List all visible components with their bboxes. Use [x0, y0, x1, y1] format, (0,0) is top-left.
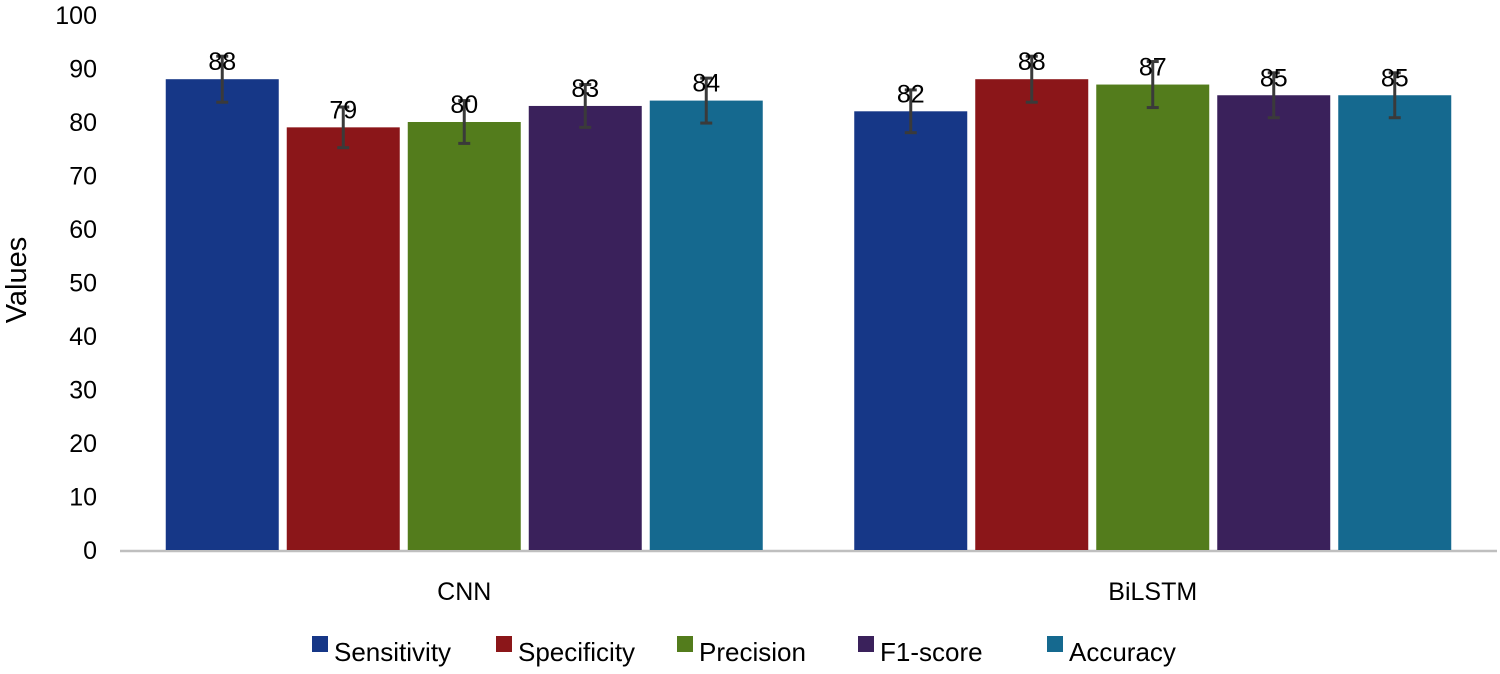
y-tick-label: 10	[69, 484, 97, 512]
bar-f1-score-cnn	[528, 105, 642, 550]
data-label-accuracy-cnn: 84	[692, 70, 720, 98]
bar-specificity-cnn	[286, 127, 400, 550]
error-bar-layer	[216, 54, 1401, 150]
bar-accuracy-cnn	[649, 100, 763, 550]
x-category-label-cnn: CNN	[437, 578, 491, 606]
legend-swatch-specificity	[496, 636, 512, 652]
y-tick-label: 40	[69, 323, 97, 351]
legend-item-accuracy: Accuracy	[1047, 636, 1176, 667]
error-bar-accuracy-bilstm	[1388, 71, 1401, 120]
error-bar-f1-score-cnn	[579, 83, 592, 129]
y-tick-label: 0	[83, 537, 97, 565]
bar-sensitivity-bilstm	[854, 111, 968, 551]
bar-f1-score-bilstm	[1217, 95, 1331, 550]
legend-label-precision: Precision	[699, 637, 806, 667]
legend-label-sensitivity: Sensitivity	[334, 637, 451, 667]
legend-label-specificity: Specificity	[518, 637, 635, 667]
legend-item-sensitivity: Sensitivity	[312, 636, 451, 667]
y-tick-label: 60	[69, 216, 97, 244]
bar-accuracy-bilstm	[1338, 95, 1452, 550]
y-tick-label: 50	[69, 270, 97, 298]
legend-swatch-sensitivity	[312, 636, 328, 652]
legend-item-f1-score: F1-score	[858, 636, 983, 667]
data-label-f1-score-cnn: 83	[571, 75, 599, 103]
y-tick-label: 90	[69, 56, 97, 84]
bar-sensitivity-cnn	[165, 79, 279, 550]
bar-specificity-bilstm	[975, 79, 1089, 550]
error-bar-sensitivity-bilstm	[904, 88, 917, 135]
y-axis-title: Values	[1, 237, 33, 324]
data-label-f1-score-bilstm: 85	[1260, 64, 1288, 92]
error-bar-precision-cnn	[458, 99, 471, 145]
error-bar-specificity-cnn	[337, 105, 350, 150]
axis-layer: 0 10 20 30 40 50 60 70 80 90 100 CNN BiLSTM	[55, 2, 1497, 606]
error-bar-accuracy-cnn	[700, 76, 713, 125]
legend-label-accuracy: Accuracy	[1069, 637, 1176, 667]
y-tick-label: 70	[69, 163, 97, 191]
legend-swatch-accuracy	[1047, 636, 1063, 652]
data-label-precision-cnn: 80	[450, 91, 478, 119]
y-tick-label: 100	[55, 2, 97, 30]
legend-swatch-f1-score	[858, 636, 874, 652]
bar-layer	[165, 79, 1452, 551]
data-label-specificity-cnn: 79	[329, 96, 357, 124]
data-label-sensitivity-cnn: 88	[208, 48, 236, 76]
bar-precision-bilstm	[1096, 84, 1210, 551]
error-bar-f1-score-bilstm	[1267, 71, 1280, 120]
legend: Sensitivity Specificity Precision F1-score A…	[312, 636, 1176, 667]
data-label-accuracy-bilstm: 85	[1381, 64, 1409, 92]
data-label-precision-bilstm: 87	[1139, 54, 1167, 82]
bar-precision-cnn	[407, 122, 521, 550]
error-bar-precision-bilstm	[1146, 60, 1159, 110]
legend-item-precision: Precision	[677, 636, 806, 667]
y-tick-label: 30	[69, 377, 97, 405]
legend-swatch-precision	[677, 636, 693, 652]
data-label-specificity-bilstm: 88	[1018, 48, 1046, 76]
error-bar-specificity-bilstm	[1025, 54, 1038, 104]
legend-label-f1-score: F1-score	[880, 637, 983, 667]
y-tick-label: 20	[69, 430, 97, 458]
y-tick-label: 80	[69, 109, 97, 137]
data-label-layer: 88 79 80 83 84 82 88 87 85 85	[208, 48, 1408, 124]
legend-item-specificity: Specificity	[496, 636, 635, 667]
data-label-sensitivity-bilstm: 82	[897, 80, 925, 108]
error-bar-sensitivity-cnn	[216, 54, 229, 104]
x-category-label-bilstm: BiLSTM	[1108, 578, 1197, 606]
